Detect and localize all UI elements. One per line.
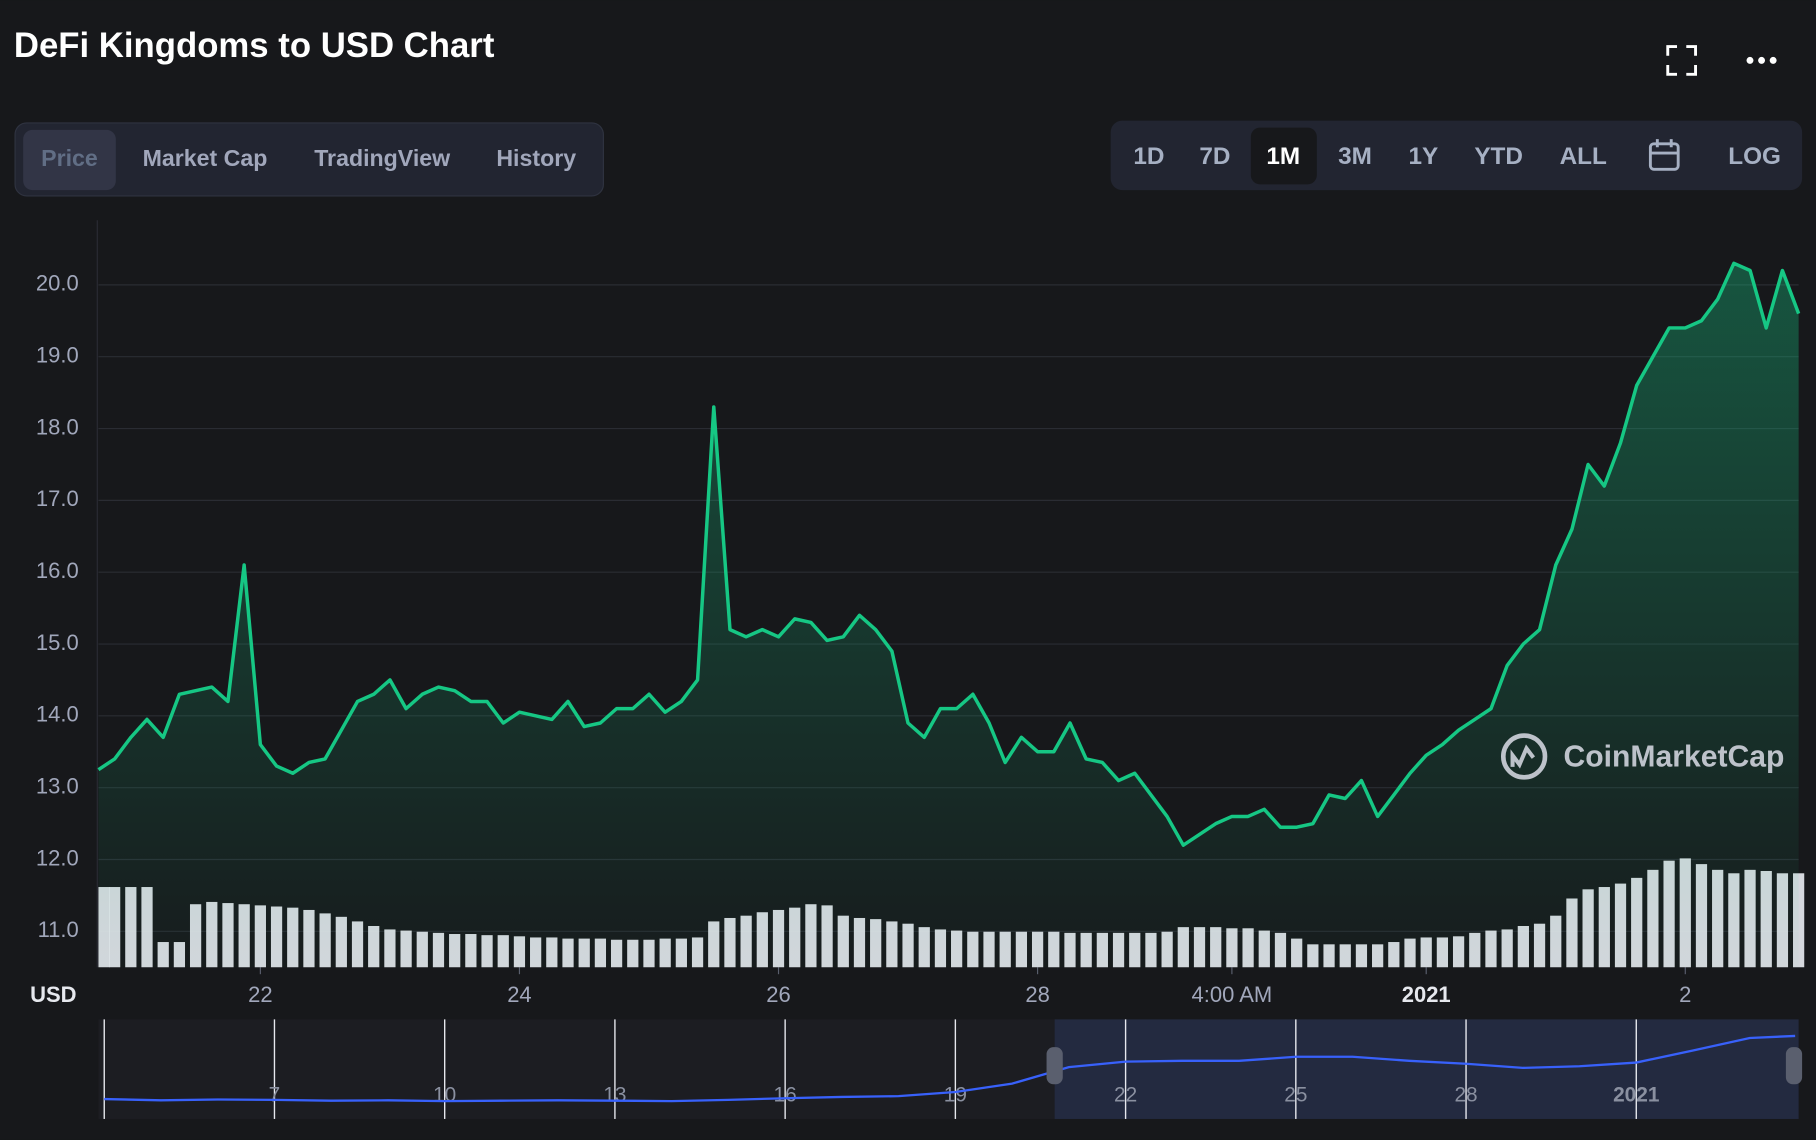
y-tick-label: 13.0	[36, 773, 79, 798]
y-tick-label: 16.0	[36, 558, 79, 583]
y-tick-label: 12.0	[36, 845, 79, 870]
more-icon[interactable]	[1746, 56, 1777, 64]
x-tick-label: 4:00 AM	[1192, 982, 1273, 1007]
range-button[interactable]: 1M	[1266, 143, 1300, 170]
y-tick-label: 15.0	[36, 630, 79, 655]
y-tick-label: 17.0	[36, 486, 79, 511]
y-tick-label: 14.0	[36, 702, 79, 727]
tab[interactable]: TradingView	[314, 145, 451, 171]
navigator-tick-label: 10	[433, 1083, 456, 1106]
range-button[interactable]: 1D	[1133, 143, 1164, 170]
range-button[interactable]: 1Y	[1409, 143, 1439, 170]
tab[interactable]: Market Cap	[143, 145, 268, 171]
navigator-tick-label: 25	[1284, 1083, 1307, 1106]
watermark: CoinMarketCap	[1500, 733, 1785, 780]
y-tick-label: 20.0	[36, 271, 79, 296]
navigator-tick-label: 16	[774, 1083, 797, 1106]
navigator-tick-label: 19	[944, 1083, 967, 1106]
watermark-text: CoinMarketCap	[1564, 741, 1785, 774]
active-range-bg	[1250, 127, 1317, 185]
navigator-tick-label: 2021	[1613, 1083, 1659, 1106]
page-title: DeFi Kingdoms to USD Chart	[14, 27, 495, 65]
range-button[interactable]: YTD	[1474, 143, 1523, 170]
navigator-tick-label: 7	[269, 1083, 281, 1106]
navigator-tick-label: 13	[603, 1083, 626, 1106]
tab-group	[14, 122, 604, 197]
price-area	[98, 263, 1799, 968]
active-tab-bg	[23, 129, 116, 191]
x-tick-label: 28	[1025, 982, 1049, 1007]
x-tick-label: 22	[248, 982, 272, 1007]
navigator-handle[interactable]	[1046, 1047, 1063, 1085]
y-unit-label: USD	[30, 982, 76, 1007]
x-tick-label: 2	[1679, 982, 1691, 1007]
navigator-tick-label: 28	[1454, 1083, 1477, 1106]
y-tick-label: 19.0	[36, 343, 79, 368]
navigator-line	[104, 1034, 1796, 1103]
tab[interactable]: Price	[41, 145, 98, 171]
x-tick-label: 26	[766, 982, 790, 1007]
x-tick-label: 24	[507, 982, 531, 1007]
log-toggle[interactable]: LOG	[1728, 143, 1781, 170]
range-button[interactable]: 3M	[1338, 143, 1372, 170]
y-tick-label: 18.0	[36, 414, 79, 439]
price-line	[97, 261, 1801, 847]
fullscreen-icon[interactable]	[1666, 45, 1697, 76]
range-button[interactable]: ALL	[1560, 143, 1607, 170]
y-tick-label: 11.0	[38, 917, 79, 942]
navigator-selection[interactable]	[1054, 1019, 1799, 1119]
navigator-handle[interactable]	[1785, 1047, 1803, 1085]
range-button[interactable]: 7D	[1199, 143, 1230, 170]
tab[interactable]: History	[496, 145, 576, 171]
navigator-tick-label: 22	[1114, 1083, 1137, 1106]
x-tick-label: 2021	[1402, 982, 1451, 1007]
calendar-icon[interactable]	[1648, 139, 1680, 171]
